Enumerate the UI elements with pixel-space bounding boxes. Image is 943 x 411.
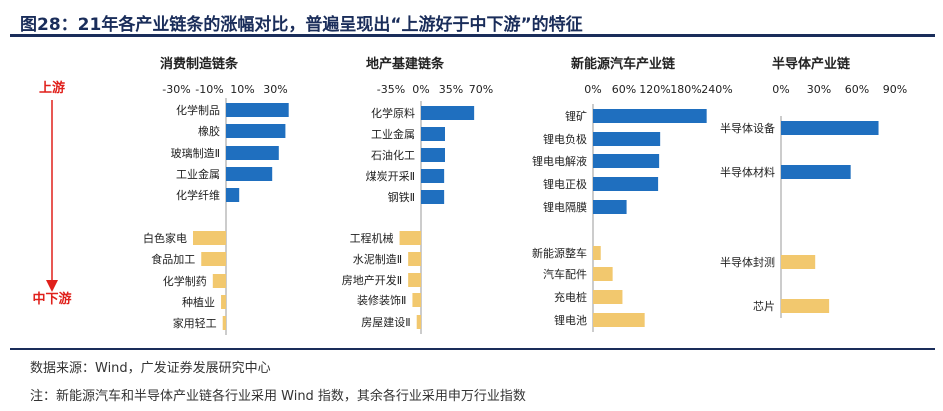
bar	[593, 132, 661, 146]
category-label: 化学制药	[163, 274, 207, 288]
bar	[593, 154, 660, 168]
category-label: 玻璃制造Ⅱ	[171, 146, 220, 160]
tick-label: 0%	[772, 83, 789, 96]
category-label: 石油化工	[371, 148, 415, 162]
tick-label: 60%	[845, 83, 869, 96]
category-label: 芯片	[753, 299, 775, 313]
category-label: 锂矿	[565, 109, 587, 123]
category-label: 装修装饰Ⅱ	[357, 293, 406, 307]
bar	[421, 190, 445, 204]
category-label: 锂电隔膜	[543, 200, 587, 214]
category-label: 橡胶	[198, 124, 220, 138]
bar	[222, 316, 226, 330]
category-label: 化学原料	[371, 106, 415, 120]
tick-label: -35%	[377, 83, 405, 96]
category-label: 半导体设备	[720, 121, 775, 135]
category-label: 半导体封测	[720, 255, 775, 269]
bar	[212, 274, 226, 288]
source-note: 数据来源：Wind，广发证券发展研究中心	[30, 361, 271, 376]
panel-title: 新能源汽车产业链	[571, 56, 676, 72]
title-bar: 图28：21年各产业链条的涨幅对比，普遍呈现出“上游好于中下游”的特征	[10, 6, 935, 37]
bar	[399, 231, 421, 245]
category-label: 锂电池	[554, 313, 587, 327]
tick-label: 90%	[883, 83, 907, 96]
tick-label: 0%	[584, 83, 601, 96]
bar	[593, 267, 613, 281]
bar	[421, 127, 445, 141]
bar	[421, 148, 445, 162]
tick-label: 180%	[670, 83, 701, 96]
downstream-label: 中下游	[32, 291, 71, 307]
tick-label: -30%	[162, 83, 190, 96]
bar	[193, 231, 226, 245]
bar	[421, 106, 475, 120]
category-label: 工程机械	[350, 231, 394, 245]
tick-label: 120%	[639, 83, 670, 96]
tick-label: 30%	[263, 83, 287, 96]
category-label: 白色家电	[143, 231, 187, 245]
tick-label: 60%	[612, 83, 636, 96]
bar	[221, 295, 226, 309]
bar	[416, 315, 421, 329]
bar	[412, 293, 421, 307]
panel-title: 半导体产业链	[772, 56, 851, 72]
bottom-rule	[10, 348, 935, 350]
tick-label: 35%	[439, 83, 463, 96]
category-label: 化学制品	[176, 103, 220, 117]
category-label: 工业金属	[176, 167, 220, 181]
footnote: 注：新能源汽车和半导体产业链各行业采用 Wind 指数，其余各行业采用申万行业指…	[30, 389, 526, 404]
category-label: 汽车配件	[543, 267, 587, 281]
bar	[593, 290, 623, 304]
category-label: 锂电电解液	[532, 154, 587, 168]
bar	[226, 146, 279, 160]
figure-title: 图28：21年各产业链条的涨幅对比，普遍呈现出“上游好于中下游”的特征	[20, 15, 583, 35]
category-label: 锂电正极	[543, 177, 587, 191]
category-label: 半导体材料	[720, 165, 775, 179]
tick-label: 10%	[230, 83, 254, 96]
bar	[408, 273, 421, 287]
tick-label: 70%	[469, 83, 493, 96]
bar	[408, 252, 421, 266]
bar	[781, 165, 851, 179]
bar	[226, 188, 240, 202]
tick-label: 30%	[807, 83, 831, 96]
bar	[226, 103, 289, 117]
category-label: 水泥制造Ⅱ	[353, 252, 402, 266]
bar	[593, 200, 627, 214]
tick-label: 240%	[701, 83, 732, 96]
bar	[226, 124, 286, 138]
bar	[593, 313, 645, 327]
bar	[593, 177, 659, 191]
tick-label: 0%	[412, 83, 429, 96]
bar	[781, 121, 879, 135]
tick-label: -10%	[195, 83, 223, 96]
panel-title: 消费制造链条	[160, 56, 239, 72]
panel-title: 地产基建链条	[366, 56, 445, 72]
bar	[781, 299, 830, 313]
bar	[781, 255, 816, 269]
category-label: 煤炭开采Ⅱ	[366, 170, 415, 183]
category-label: 工业金属	[371, 127, 415, 141]
bar	[593, 109, 707, 123]
category-label: 房屋建设Ⅱ	[361, 315, 410, 329]
category-label: 房地产开发Ⅱ	[342, 273, 402, 287]
category-label: 钢铁Ⅱ	[388, 191, 415, 204]
category-label: 化学纤维	[176, 188, 220, 202]
category-label: 锂电负极	[543, 132, 587, 146]
category-label: 新能源整车	[532, 246, 587, 260]
category-label: 家用轻工	[173, 316, 217, 330]
category-label: 充电桩	[554, 290, 587, 304]
bar	[201, 252, 226, 266]
bar	[226, 167, 273, 181]
bar	[593, 246, 601, 260]
category-label: 食品加工	[151, 252, 195, 266]
category-label: 种植业	[182, 295, 215, 309]
bar	[421, 169, 445, 183]
upstream-label: 上游	[39, 80, 65, 96]
